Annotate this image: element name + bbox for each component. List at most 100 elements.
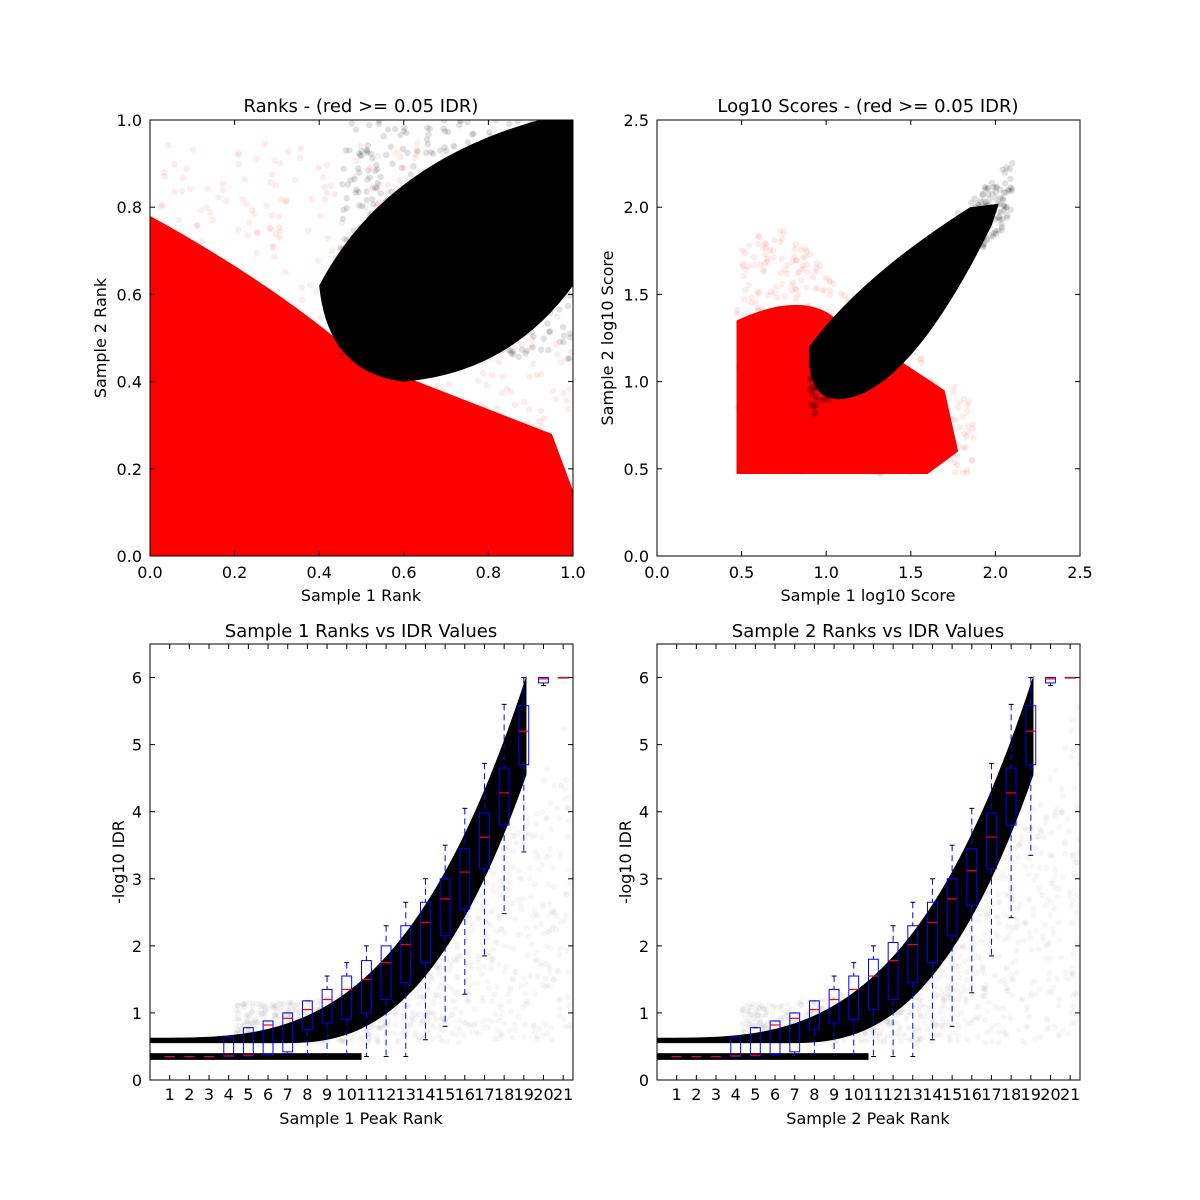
box-15 — [439, 844, 451, 1027]
faint-point — [503, 964, 509, 970]
faint-point — [1038, 850, 1044, 856]
black-point — [418, 348, 425, 355]
red-point — [871, 428, 879, 436]
red-point — [375, 516, 382, 524]
red-point — [767, 288, 775, 296]
faint-point — [1069, 754, 1075, 760]
faint-point — [1047, 912, 1053, 918]
black-point — [501, 166, 508, 174]
black-point — [337, 341, 345, 349]
faint-point — [493, 865, 499, 871]
red-point — [884, 466, 892, 474]
iqr-box — [538, 677, 549, 684]
faint-point — [548, 1036, 554, 1042]
black-point — [337, 324, 344, 332]
red-point — [765, 413, 772, 420]
red-point — [954, 452, 961, 459]
black-point — [876, 289, 883, 297]
x-tick-label: 8 — [809, 1085, 819, 1104]
red-point — [742, 408, 749, 415]
red-point — [235, 333, 243, 340]
red-point — [227, 352, 234, 359]
black-point — [504, 245, 512, 252]
iqr-box — [420, 901, 431, 964]
red-point — [780, 362, 787, 369]
black-point — [522, 132, 530, 140]
red-point — [330, 373, 337, 380]
faint-point — [982, 932, 988, 938]
red-point — [215, 194, 222, 201]
red-point — [476, 475, 483, 482]
black-point — [1008, 185, 1015, 193]
x-tick-label: 1.0 — [813, 563, 838, 582]
black-point — [889, 325, 897, 333]
black-point — [810, 401, 817, 408]
black-point — [444, 128, 452, 136]
black-point — [487, 159, 495, 167]
black-point — [540, 335, 548, 342]
black-point — [992, 184, 1000, 191]
red-point — [745, 281, 752, 289]
red-point — [520, 398, 528, 406]
red-point — [795, 435, 802, 443]
black-point — [362, 234, 369, 241]
x-tick-label: 12 — [376, 1085, 396, 1104]
black-point — [463, 313, 471, 320]
faint-point — [554, 968, 560, 974]
y-tick-label: 4 — [132, 803, 142, 822]
black-point — [850, 347, 858, 354]
faint-point — [484, 978, 490, 984]
red-point — [264, 400, 272, 407]
black-point — [806, 387, 813, 394]
faint-point — [960, 983, 966, 989]
black-point — [853, 327, 861, 335]
red-point — [328, 247, 336, 254]
black-point — [864, 327, 871, 334]
iqr-box — [341, 975, 353, 1021]
red-point — [827, 461, 834, 469]
box-13 — [907, 901, 919, 1058]
red-point — [485, 421, 493, 429]
faint-point — [940, 936, 946, 942]
red-point — [569, 483, 573, 490]
black-point — [813, 385, 820, 392]
red-point — [549, 388, 557, 395]
y-tick-label: 5 — [132, 736, 142, 755]
black-point — [548, 132, 555, 139]
red-point — [965, 428, 972, 436]
red-point — [544, 433, 551, 441]
black-point — [558, 272, 566, 280]
red-point — [771, 326, 779, 333]
faint-point — [1013, 969, 1019, 975]
red-point — [870, 428, 878, 436]
red-point — [742, 249, 749, 256]
black-point — [561, 134, 569, 142]
black-point — [515, 258, 523, 266]
red-point — [748, 378, 755, 385]
red-point — [259, 375, 266, 382]
sample1-idr-xlabel: Sample 1 Peak Rank — [279, 1109, 443, 1128]
red-point — [764, 449, 772, 456]
black-point — [908, 298, 916, 305]
faint-point — [296, 1038, 302, 1044]
faint-point — [1026, 896, 1032, 902]
faint-point — [866, 1014, 872, 1020]
black-point — [429, 168, 436, 175]
faint-point — [1002, 937, 1008, 943]
red-point — [312, 485, 319, 492]
black-point — [819, 376, 826, 384]
faint-point — [1042, 955, 1048, 961]
red-point — [162, 230, 170, 238]
x-tick-label: 11 — [863, 1085, 883, 1104]
black-point — [474, 353, 481, 361]
red-point — [162, 228, 169, 236]
red-point — [328, 543, 336, 550]
black-point — [488, 248, 495, 255]
black-point — [968, 227, 975, 234]
red-point — [783, 425, 791, 432]
black-point — [891, 281, 898, 288]
red-point — [777, 227, 784, 235]
red-point — [762, 430, 769, 438]
red-point — [829, 416, 836, 423]
faint-point — [518, 983, 524, 989]
